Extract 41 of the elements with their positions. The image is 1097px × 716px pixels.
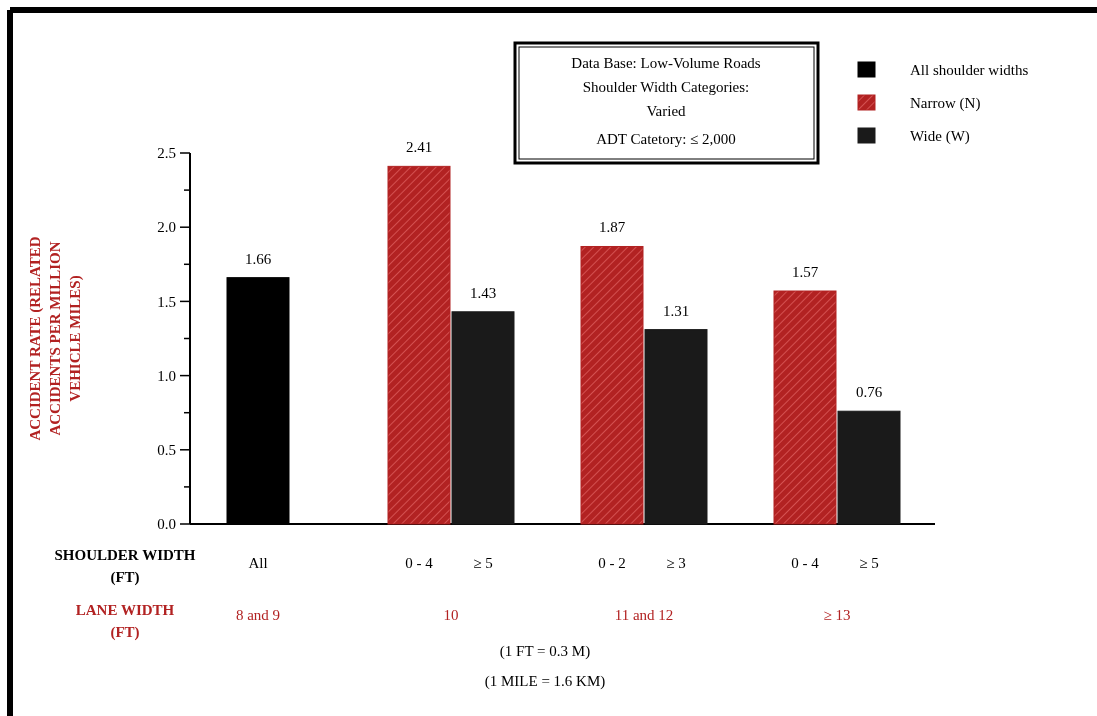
text: 11 and 12 bbox=[614, 607, 674, 623]
y-tick-label: 2.5 bbox=[157, 145, 176, 162]
bar bbox=[644, 329, 708, 525]
bar bbox=[773, 290, 837, 525]
data-label: 1.57 bbox=[791, 264, 819, 281]
data-label: 1.43 bbox=[469, 284, 497, 301]
data-label: 1.31 bbox=[662, 302, 690, 319]
bar bbox=[387, 165, 451, 525]
x-tick-label: 0 - 4 bbox=[405, 555, 434, 571]
legend-label: Wide (W) bbox=[910, 128, 970, 146]
legend-label: Narrow (N) bbox=[910, 95, 981, 113]
y-tick-label: 2.0 bbox=[157, 219, 176, 236]
text: LANE WIDTH (FT) bbox=[75, 602, 175, 641]
text: ≥ 13 bbox=[823, 607, 851, 623]
text: (1 MILE = 1.6 KM) bbox=[484, 673, 606, 690]
y-tick-label: 0.0 bbox=[157, 516, 176, 533]
x-tick-label: All bbox=[248, 555, 268, 571]
data-label: 0.76 bbox=[855, 384, 883, 401]
text: 8 and 9 bbox=[235, 607, 281, 623]
text: 10 bbox=[443, 607, 459, 623]
x-tick-label: 0 - 2 bbox=[598, 555, 626, 571]
text: Shoulder Width Categories: Varied bbox=[582, 79, 750, 119]
bar bbox=[451, 311, 515, 525]
y-tick-label: 1.0 bbox=[157, 367, 176, 384]
x-axis-title: SHOULDER WIDTH (FT) bbox=[54, 547, 196, 586]
x-tick-label: 0 - 4 bbox=[791, 555, 820, 571]
bar bbox=[580, 245, 644, 525]
y-tick-label: 0.5 bbox=[157, 442, 176, 459]
x-tick-label: ≥ 3 bbox=[666, 555, 686, 571]
y-axis-title: ACCIDENT RATE (RELATED ACCIDENTS PER MILLION VEHICLE MILES) bbox=[27, 236, 84, 441]
y-tick-label: 1.5 bbox=[157, 293, 176, 310]
text: (1 FT = 0.3 M) bbox=[499, 643, 591, 660]
text: ADT Catetory: ≤ 2,000 bbox=[596, 131, 736, 147]
data-label: 1.87 bbox=[598, 219, 626, 236]
legend-label: All shoulder widths bbox=[910, 62, 1029, 79]
x-tick-label: ≥ 5 bbox=[473, 555, 493, 571]
data-label: 1.66 bbox=[244, 250, 272, 267]
bar bbox=[837, 410, 901, 525]
text: Data Base: Low-Volume Roads bbox=[571, 55, 761, 71]
x-tick-label: ≥ 5 bbox=[859, 555, 879, 571]
data-label: 2.41 bbox=[405, 139, 433, 156]
